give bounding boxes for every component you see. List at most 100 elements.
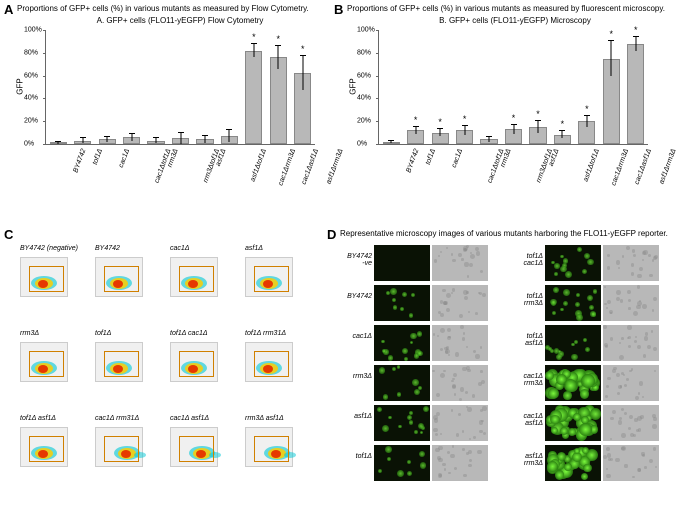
microscopy-fluorescent [374, 325, 430, 361]
panel-c-area: BY4742 (negative)BY4742cac1Δasf1Δrrm3Δto… [20, 245, 315, 500]
flow-label: cac1Δ asf1Δ [170, 415, 209, 422]
y-tick: 60% [357, 72, 375, 79]
chart-b: 0%20%40%60%80%100%BY4742*tof1Δ*cac1Δ*cac… [378, 30, 648, 145]
microscopy-fluorescent [545, 445, 601, 481]
panel-d-title: Representative microscopy images of vari… [340, 229, 668, 238]
significance-marker: * [610, 29, 614, 39]
microscopy-label: BY4742-ve [342, 253, 372, 267]
microscopy-brightfield [603, 245, 659, 281]
y-tick: 100% [357, 27, 375, 34]
microscopy-fluorescent [374, 445, 430, 481]
flow-label: tof1Δ cac1Δ [170, 330, 208, 337]
flow-plot [170, 342, 218, 382]
x-label: cac1Δ [451, 148, 464, 169]
significance-marker: * [277, 34, 281, 44]
flow-label: cac1Δ rrm31Δ [95, 415, 139, 422]
microscopy-fluorescent [545, 245, 601, 281]
y-tick: 20% [24, 118, 42, 125]
panel-b-subtitle: B. GFP+ cells (FLO11-yEGFP) Microscopy [415, 16, 615, 25]
significance-marker: * [512, 113, 516, 123]
bar [245, 51, 262, 144]
flow-label: rrm3Δ [20, 330, 39, 337]
significance-marker: * [634, 25, 638, 35]
microscopy-brightfield [432, 365, 488, 401]
flow-plot [245, 257, 293, 297]
x-label: cac1Δasf1Δ [301, 148, 320, 186]
flow-plot [95, 342, 143, 382]
y-tick: 100% [24, 27, 42, 34]
x-label: asf1Δrrm3Δ [325, 148, 344, 185]
x-label: tof1Δ [424, 148, 436, 166]
microscopy-fluorescent [545, 325, 601, 361]
microscopy-label: cac1Δrrm3Δ [513, 373, 543, 387]
x-label: BY4742 [73, 148, 88, 174]
microscopy-brightfield [603, 365, 659, 401]
microscopy-brightfield [432, 285, 488, 321]
microscopy-label: tof1Δasf1Δ [513, 333, 543, 347]
y-tick: 0% [24, 141, 42, 148]
microscopy-label: asf1Δ [342, 413, 372, 420]
microscopy-brightfield [603, 285, 659, 321]
microscopy-fluorescent [374, 245, 430, 281]
flow-label: tof1Δ [95, 330, 111, 337]
microscopy-label: cac1Δasf1Δ [513, 413, 543, 427]
microscopy-brightfield [603, 405, 659, 441]
microscopy-label: BY4742 [342, 293, 372, 300]
microscopy-fluorescent [545, 405, 601, 441]
microscopy-fluorescent [374, 285, 430, 321]
microscopy-fluorescent [374, 365, 430, 401]
x-label: cac1Δasf1Δ [634, 148, 653, 186]
significance-marker: * [561, 119, 565, 129]
chart-a: 0%20%40%60%80%100%BY4742tof1Δcac1Δcac1Δt… [45, 30, 315, 145]
significance-marker: * [536, 109, 540, 119]
panel-a-label: A [4, 2, 13, 17]
flow-plot [245, 342, 293, 382]
flow-plot [170, 257, 218, 297]
microscopy-brightfield [432, 245, 488, 281]
x-label: cac1Δrrm3Δ [610, 148, 630, 187]
panel-b-label: B [334, 2, 343, 17]
microscopy-brightfield [432, 405, 488, 441]
panel-d-area: BY4742-vetof1Δcac1ΔBY4742tof1Δrrm3Δcac1Δ… [340, 245, 680, 515]
y-tick: 0% [357, 141, 375, 148]
microscopy-label: cac1Δ [342, 333, 372, 340]
significance-marker: * [585, 104, 589, 114]
y-tick: 80% [357, 49, 375, 56]
x-label: asf1Δrrm3Δ [658, 148, 677, 185]
panel-b-title: Proportions of GFP+ cells (%) in various… [347, 4, 665, 13]
microscopy-fluorescent [374, 405, 430, 441]
flow-label: BY4742 (negative) [20, 245, 78, 252]
flow-plot [95, 257, 143, 297]
flow-label: cac1Δ [170, 245, 189, 252]
microscopy-label: tof1Δcac1Δ [513, 253, 543, 267]
microscopy-label: tof1Δ [342, 453, 372, 460]
significance-marker: * [438, 117, 442, 127]
flow-label: rrm3Δ asf1Δ [245, 415, 284, 422]
microscopy-label: asf1Δrrm3Δ [513, 453, 543, 467]
microscopy-brightfield [603, 325, 659, 361]
microscopy-brightfield [432, 325, 488, 361]
significance-marker: * [301, 44, 305, 54]
panel-c-label: C [4, 227, 13, 242]
x-label: cac1Δrrm3Δ [277, 148, 297, 187]
microscopy-fluorescent [545, 285, 601, 321]
flow-plot [245, 427, 293, 467]
microscopy-label: rrm3Δ [342, 373, 372, 380]
significance-marker: * [463, 114, 467, 124]
x-label: BY4742 [406, 148, 421, 174]
flow-plot [20, 257, 68, 297]
y-tick: 40% [357, 95, 375, 102]
flow-label: BY4742 [95, 245, 120, 252]
significance-marker: * [414, 115, 418, 125]
microscopy-brightfield [603, 445, 659, 481]
significance-marker: * [252, 32, 256, 42]
x-label: asf1Δtof1Δ [250, 148, 268, 183]
flow-plot [20, 427, 68, 467]
y-tick: 80% [24, 49, 42, 56]
microscopy-brightfield [432, 445, 488, 481]
flow-label: tof1Δ rrm31Δ [245, 330, 286, 337]
microscopy-label: tof1Δrrm3Δ [513, 293, 543, 307]
bar [627, 44, 644, 144]
panel-a-title: Proportions of GFP+ cells (%) in various… [17, 4, 309, 13]
chart-b-ylabel: GFP [349, 78, 358, 94]
